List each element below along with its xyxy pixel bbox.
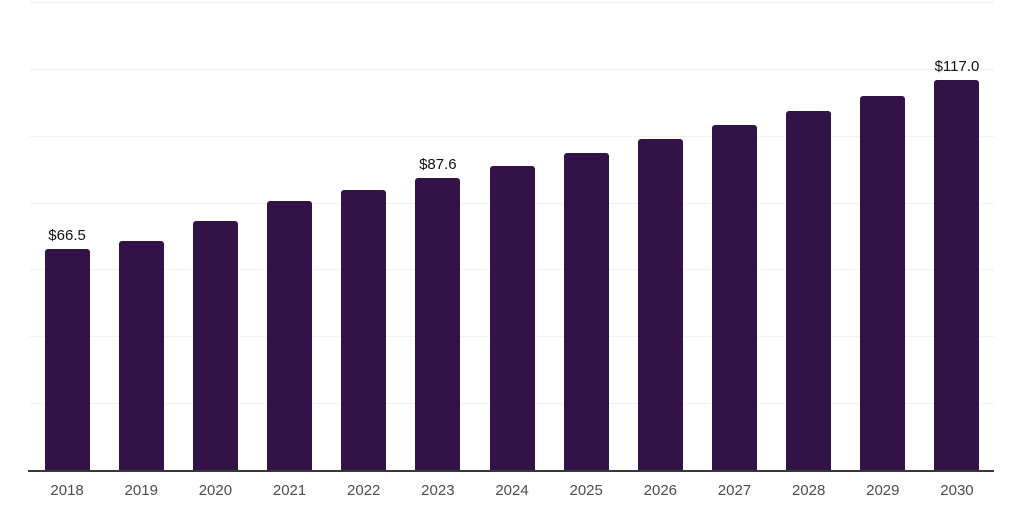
bar-2021: [267, 200, 313, 471]
x-axis-label-2018: 2018: [50, 482, 84, 499]
bar-slot-2026: [623, 3, 697, 471]
x-axis-label-2030: 2030: [940, 482, 974, 499]
gridline-120: [30, 68, 994, 70]
bars-row: $66.5 $87.6 $117.0: [30, 3, 994, 471]
x-axis-label-2029: 2029: [866, 482, 900, 499]
x-axis-label-2025: 2025: [569, 482, 603, 499]
bar-slot-2022: [327, 3, 401, 471]
bar-value-label-2018: $66.5: [48, 226, 86, 244]
x-axis-label-2024: 2024: [495, 482, 529, 499]
x-axis-line: [28, 470, 994, 472]
bar-2024: [489, 165, 535, 471]
bar-2027: [711, 125, 757, 471]
bar-slot-2020: [178, 3, 252, 471]
x-axis-labels: 2018 2019 2020 2021 2022 2023 2024 2025 2026 2027…: [30, 480, 994, 502]
bar-value-label-2030: $117.0: [934, 57, 980, 75]
bar-slot-2029: [846, 3, 920, 471]
bar-2023: [415, 178, 461, 471]
x-axis-label-2022: 2022: [347, 482, 381, 499]
bar-slot-2024: [475, 3, 549, 471]
gridline-140: [30, 2, 994, 3]
bar-2022: [341, 189, 387, 471]
x-axis-label-2026: 2026: [643, 482, 678, 499]
bar-value-label-2023: $87.6: [419, 156, 457, 174]
bar-slot-2023: $87.6: [401, 3, 475, 471]
bar-2030: [934, 79, 980, 471]
bar-2025: [563, 152, 609, 471]
x-axis-label-2020: 2020: [198, 482, 233, 499]
bar-2020: [192, 220, 238, 471]
bar-slot-2028: [772, 3, 846, 471]
bar-2026: [637, 139, 683, 471]
bar-slot-2025: [549, 3, 623, 471]
bar-slot-2021: [252, 3, 326, 471]
bar-slot-2027: [697, 3, 771, 471]
x-axis-label-2023: 2023: [421, 482, 455, 499]
bar-slot-2030: $117.0: [920, 3, 994, 471]
x-axis-label-2021: 2021: [272, 482, 307, 499]
bar-2028: [786, 110, 832, 471]
bar-2018: [44, 248, 90, 471]
x-axis-label-2028: 2028: [791, 482, 826, 499]
bar-2019: [118, 240, 164, 471]
x-axis-label-2027: 2027: [717, 482, 752, 499]
gridline-100: [30, 135, 994, 137]
x-axis-label-2019: 2019: [124, 482, 158, 499]
plot-area: $66.5 $87.6 $117.0: [28, 2, 994, 472]
bar-slot-2018: $66.5: [30, 3, 104, 471]
bar-slot-2019: [104, 3, 178, 471]
bar-2029: [860, 95, 906, 471]
